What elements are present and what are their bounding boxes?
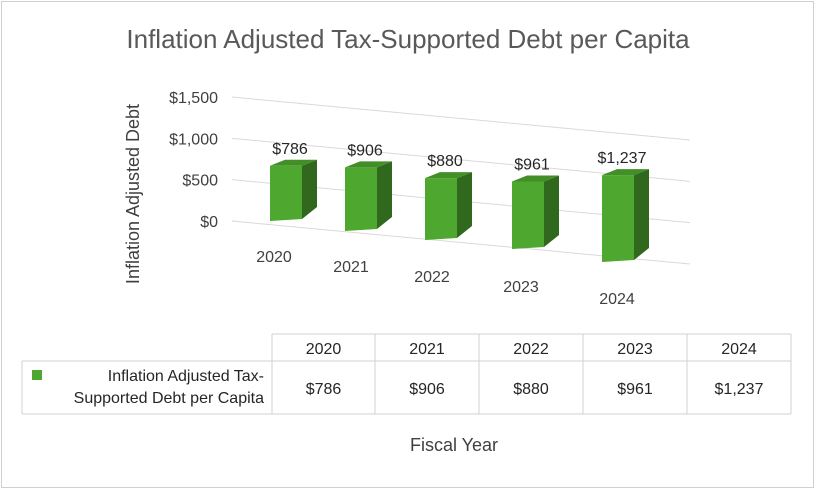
bar-top — [602, 169, 649, 176]
x-axis-title: Fiscal Year — [410, 435, 498, 455]
y-axis-ticks: $0 $500 $1,000 $1,500 — [169, 90, 218, 231]
y-tick-label: $500 — [182, 173, 218, 190]
y-tick-label: $0 — [200, 214, 218, 231]
table-header-cell: 2020 — [306, 341, 342, 358]
data-table: 2020 $786 2021 $906 2022 $880 2023 $961 2024 $1,2… — [21, 333, 792, 415]
bar-side — [544, 175, 559, 247]
x-tick-label: 2021 — [333, 259, 369, 276]
data-label: $961 — [514, 156, 550, 173]
table-value-cell: $786 — [306, 381, 342, 398]
bar-side — [457, 172, 472, 238]
bar-side — [377, 161, 392, 229]
table-value-cell: $961 — [617, 381, 653, 398]
table-value-cell: $906 — [409, 381, 445, 398]
table-header-cell: 2024 — [721, 341, 757, 358]
bar-top — [512, 175, 559, 182]
data-label: $906 — [347, 142, 383, 159]
bar-top — [345, 161, 392, 168]
bar-2023 — [512, 175, 559, 249]
bar-front — [425, 178, 457, 240]
bar-front — [345, 167, 377, 231]
table-header-cell: 2021 — [409, 341, 445, 358]
legend-key — [32, 370, 42, 380]
x-tick-label: 2023 — [503, 279, 539, 296]
data-label: $1,237 — [598, 150, 647, 167]
y-axis-title: Inflation Adjusted Debt — [123, 104, 143, 284]
bar-2022 — [425, 172, 472, 240]
bar-side — [302, 159, 317, 219]
x-tick-label: 2022 — [414, 269, 450, 286]
table-header-cell: 2022 — [513, 341, 549, 358]
bars: $786 $906 $880 $961 $1,237 — [270, 141, 649, 262]
x-tick-label: 2024 — [599, 291, 635, 308]
gridline — [231, 96, 691, 141]
bar-2020 — [270, 159, 317, 221]
bar-side — [634, 169, 649, 260]
bar-top — [425, 172, 472, 179]
table-series-label: Inflation Adjusted Tax- — [108, 368, 264, 385]
y-tick-label: $1,500 — [169, 90, 218, 107]
bar-2024 — [602, 169, 649, 262]
table-value-cell: $1,237 — [715, 381, 764, 398]
x-tick-label: 2020 — [256, 249, 292, 266]
bar-front — [602, 175, 634, 262]
x-axis-category-labels: 2020 2021 2022 2023 2024 — [256, 249, 635, 308]
bar-2021 — [345, 161, 392, 231]
bar-top — [270, 159, 317, 166]
data-label: $880 — [427, 153, 463, 170]
table-value-cell: $880 — [513, 381, 549, 398]
data-label: $786 — [272, 141, 308, 158]
table-header-cell: 2023 — [617, 341, 653, 358]
bar-front — [270, 165, 302, 221]
table-series-label: Supported Debt per Capita — [74, 390, 264, 407]
chart-title: Inflation Adjusted Tax-Supported Debt pe… — [126, 24, 690, 54]
y-tick-label: $1,000 — [169, 131, 218, 148]
bar-front — [512, 181, 544, 249]
